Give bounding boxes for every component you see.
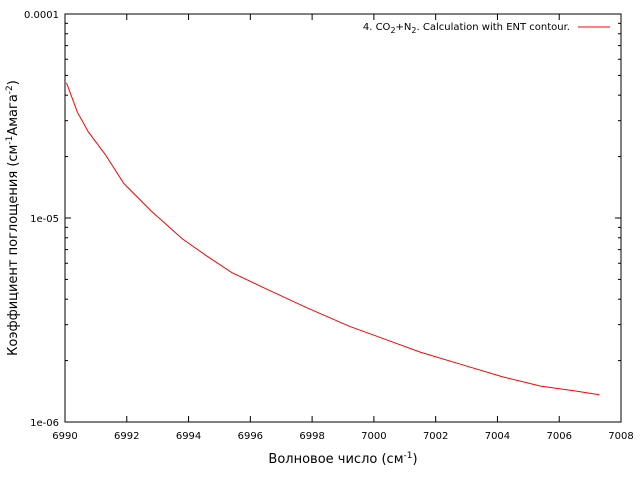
y-tick-label: 0.0001 [24, 10, 59, 21]
ticks-group [64, 13, 622, 423]
x-tick-label: 7002 [423, 431, 448, 442]
y-tick-label: 1e-05 [30, 214, 59, 225]
x-tick-label: 6990 [52, 431, 77, 442]
x-axis-label: Волновое число (см-1) [268, 451, 417, 467]
plot-frame [64, 13, 622, 423]
tick-labels-group: 6990 6992 6994 6996 6998 7000 7002 7004 7006 7008… [24, 10, 634, 442]
x-tick-label: 6994 [176, 431, 201, 442]
x-tick-label: 7006 [546, 431, 571, 442]
x-tick-label: 6992 [114, 431, 139, 442]
series-line [66, 82, 600, 396]
y-axis-label: Коэффициент поглощения (см-1Амага-2) [5, 80, 21, 356]
x-tick-label: 7004 [485, 431, 510, 442]
x-tick-label: 6996 [238, 431, 263, 442]
x-tick-label: 6998 [299, 431, 324, 442]
x-tick-label: 7008 [608, 431, 633, 442]
y-tick-label: 1e-06 [30, 418, 59, 429]
legend-label: 4. CO2+N2. Calculation with ENT contour. [363, 22, 570, 35]
x-tick-label: 7000 [361, 431, 386, 442]
legend: 4. CO2+N2. Calculation with ENT contour. [363, 22, 610, 35]
series-group [66, 82, 600, 396]
